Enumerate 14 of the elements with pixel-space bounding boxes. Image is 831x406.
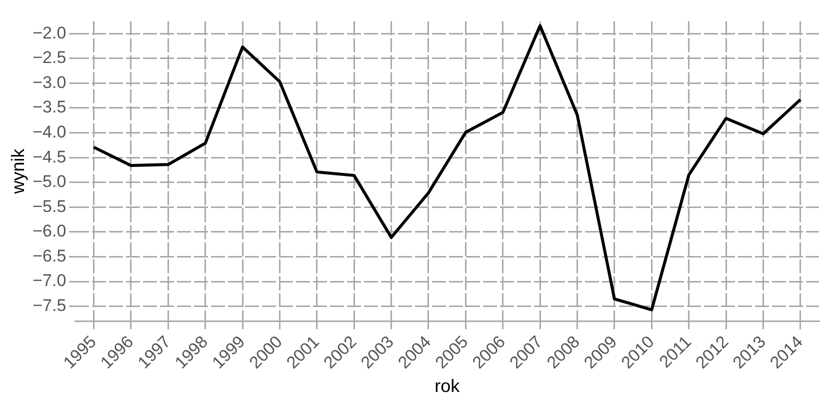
y-tick-label: −5.5 [32,196,66,216]
y-tick-label: −4.5 [32,147,66,166]
y-tick-label: −7.0 [32,271,66,290]
y-tick-label: −2.5 [32,48,66,68]
y-tick-label: −2.0 [32,23,66,42]
y-tick-label: −6.0 [32,222,66,241]
y-axis-title: wynik [8,148,28,195]
y-tick-label: −7.5 [32,296,66,316]
y-tick-label: −6.5 [32,246,66,266]
y-tick-label: −4.0 [32,122,66,142]
x-axis-title: rok [434,376,461,396]
y-tick-label: −3.5 [32,98,66,117]
y-tick-label: −5.0 [32,172,66,192]
y-tick-label: −3.0 [32,72,66,92]
